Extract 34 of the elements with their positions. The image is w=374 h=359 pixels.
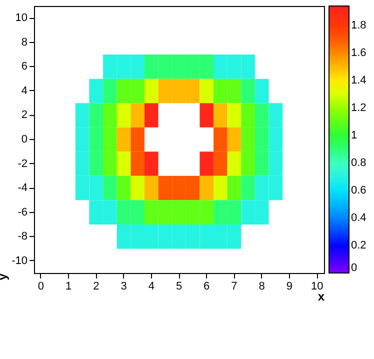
y-tick-label: 8 — [21, 36, 28, 48]
x-tick-label: 9 — [286, 280, 293, 292]
x-tick-label: 6 — [204, 280, 210, 292]
y-tick-label: -10 — [12, 254, 28, 267]
color-bar-label: 1.6 — [351, 46, 366, 59]
color-bar-label: 1.8 — [351, 19, 366, 32]
color-bar-label: 1.2 — [351, 102, 366, 114]
y-tick-label: 0 — [21, 134, 28, 146]
x-tick-label: 1 — [65, 280, 72, 292]
y-tick-label: 10 — [15, 12, 28, 24]
x-tick-label: 8 — [258, 280, 265, 292]
y-tick-label: -8 — [18, 230, 28, 243]
color-bar-label: 0 — [351, 262, 358, 274]
color-bar-label: 1.4 — [351, 74, 366, 86]
x-tick-label: 5 — [176, 280, 182, 292]
y-tick-label: 6 — [21, 60, 28, 73]
x-tick-label: 2 — [93, 280, 100, 292]
x-tick-label: 3 — [120, 280, 127, 292]
x-tick-label: 0 — [38, 280, 44, 292]
y-tick-label: -2 — [18, 158, 28, 170]
y-axis-title: y — [0, 273, 10, 280]
y-tick-label: -4 — [18, 182, 28, 194]
x-axis-title: x — [318, 290, 325, 304]
color-bar-label: 0.2 — [351, 239, 366, 252]
x-tick-label: 10 — [310, 280, 324, 292]
y-tick-label: 2 — [21, 109, 28, 122]
y-tick-label: -6 — [18, 206, 28, 218]
color-bar-label: 0.8 — [351, 156, 366, 169]
x-tick-label: 7 — [231, 280, 238, 292]
color-bar-label: 1 — [351, 129, 358, 142]
y-tick-label: 4 — [21, 84, 28, 97]
x-tick-label: 4 — [148, 280, 154, 292]
color-bar-label: 0.6 — [351, 184, 366, 196]
color-bar-label: 0.4 — [351, 212, 366, 224]
